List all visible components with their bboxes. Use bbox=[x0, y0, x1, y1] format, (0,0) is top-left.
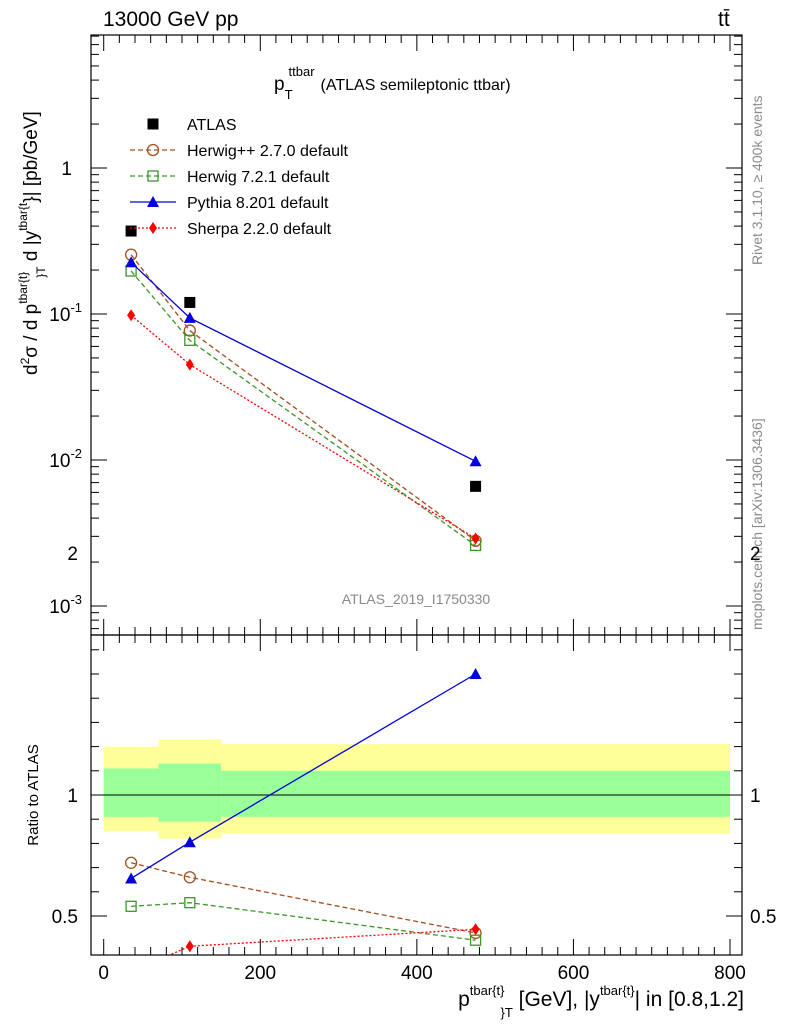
ratio-point-sherpa bbox=[471, 923, 480, 936]
ratio-line-herwig7 bbox=[131, 902, 476, 941]
x-label-sub: } bbox=[500, 1005, 505, 1020]
legend-label-sherpa: Sherpa 2.2.0 default bbox=[187, 221, 332, 238]
x-tick-label: 200 bbox=[244, 963, 276, 984]
legend-label-herwig7: Herwig 7.2.1 default bbox=[187, 169, 330, 186]
legend-marker-atlas bbox=[147, 118, 159, 130]
x-label-sup1: tbar{t} bbox=[470, 983, 505, 998]
ratio-point-pythia bbox=[183, 836, 196, 848]
ratio-point-pythia bbox=[125, 872, 138, 884]
main-y-label-mid: d |y bbox=[21, 230, 42, 266]
energy-label: 13000 GeV pp bbox=[103, 8, 238, 31]
ratio-point-herwig7 bbox=[125, 900, 137, 912]
mcplots-label: mcplots.cern.ch [arXiv:1306.3436] bbox=[749, 418, 765, 630]
main-y-label-end: }| [pb/GeV] bbox=[21, 111, 42, 203]
ratio-y-tick-label-right: 0.5 bbox=[750, 907, 776, 928]
tick-label-base: 10 bbox=[49, 305, 70, 326]
series-line-sherpa bbox=[130, 314, 476, 540]
data-point-herwigpp bbox=[183, 324, 196, 337]
ratio-y-tick-label-right: 2 bbox=[750, 544, 761, 565]
tick-label-base: 1 bbox=[61, 159, 72, 180]
tick-label-exponent: -1 bbox=[70, 300, 82, 315]
series-line-herwigpp bbox=[130, 254, 476, 542]
plot-title-rest: (ATLAS semileptonic ttbar) bbox=[321, 77, 511, 94]
legend: ATLAS Herwig++ 2.7.0 default Herwig 7.2.1 … bbox=[130, 117, 349, 238]
tick-label-base: 10 bbox=[49, 597, 70, 618]
main-y-label-sub: } bbox=[34, 274, 48, 278]
series-line-pythia bbox=[130, 261, 476, 462]
data-point-atlas bbox=[184, 296, 196, 308]
x-label-sup2: tbar{t} bbox=[600, 983, 635, 998]
legend-marker-pythia bbox=[147, 196, 159, 207]
x-tick-label: 400 bbox=[401, 963, 433, 984]
rivet-label: Rivet 3.1.10, ≥ 400k events bbox=[749, 95, 765, 265]
plot-title-sub: T bbox=[285, 87, 293, 102]
analysis-watermark: ATLAS_2019_I1750330 bbox=[342, 591, 491, 607]
ratio-y-tick-label-right: 1 bbox=[750, 786, 761, 807]
ratio-y-tick-label-left: 0.5 bbox=[52, 907, 78, 928]
tick-label-base: 10 bbox=[49, 451, 70, 472]
main-y-tick-label: 10-3 bbox=[49, 592, 82, 618]
x-label-mid: [GeV], |y bbox=[513, 988, 601, 1011]
ratio-point-sherpa bbox=[185, 940, 194, 953]
x-label-p: p bbox=[458, 988, 470, 1011]
legend-marker-herwig7 bbox=[147, 170, 159, 182]
process-label: tt̄ bbox=[718, 8, 730, 31]
main-y-label-sigma: σ / d p bbox=[21, 304, 42, 358]
main-y-label-sup2: 2 bbox=[18, 357, 32, 364]
main-y-axis-label: d2σ / d ptbar{t}}T d |ytbar{t}| [pb/GeV] bbox=[16, 111, 48, 375]
main-y-tick-label: 10-1 bbox=[49, 300, 82, 326]
ratio-band-inner bbox=[158, 763, 222, 822]
data-point-pythia bbox=[469, 455, 482, 467]
plot-title: pTttbar (ATLAS semileptonic ttbar) bbox=[274, 64, 511, 102]
ratio-y-tick-label-left: 1 bbox=[67, 786, 78, 807]
ratio-band-inner bbox=[221, 770, 730, 817]
plot-title-main: p bbox=[274, 74, 285, 95]
main-y-label-subT: T bbox=[34, 266, 48, 274]
x-label-end: | in [0.8,1.2] bbox=[635, 988, 744, 1011]
data-point-sherpa bbox=[471, 532, 480, 545]
main-y-label-sup1: tbar{t} bbox=[16, 272, 30, 304]
legend-marker-herwigpp bbox=[146, 143, 160, 157]
x-tick-label: 600 bbox=[558, 963, 590, 984]
series-line-herwig7 bbox=[130, 270, 476, 546]
main-y-label-sup3: tbar{t bbox=[16, 202, 30, 231]
legend-label-pythia: Pythia 8.201 default bbox=[187, 195, 329, 212]
tick-label-exponent: -2 bbox=[70, 446, 82, 461]
legend-label-herwigpp: Herwig++ 2.7.0 default bbox=[187, 143, 349, 160]
main-y-tick-label: 1 bbox=[61, 159, 72, 180]
ratio-point-herwigpp bbox=[124, 856, 138, 869]
ratio-band-inner bbox=[103, 768, 159, 817]
plot-title-sup: ttbar bbox=[289, 64, 316, 79]
main-series-group bbox=[124, 225, 482, 552]
ratio-y-tick-label-left: 2 bbox=[67, 544, 78, 565]
ratio-point-herwig7 bbox=[184, 897, 196, 909]
main-y-label-d: d bbox=[21, 364, 42, 375]
data-point-atlas bbox=[470, 480, 482, 492]
ratio-series-group bbox=[124, 668, 482, 978]
data-point-pythia bbox=[183, 311, 196, 323]
data-point-sherpa bbox=[127, 309, 136, 322]
x-tick-label: 0 bbox=[98, 963, 109, 984]
legend-label-atlas: ATLAS bbox=[187, 117, 237, 134]
legend-marker-sherpa bbox=[149, 222, 157, 234]
data-point-pythia bbox=[125, 256, 138, 268]
x-tick-label: 800 bbox=[714, 963, 746, 984]
x-label-subT: T bbox=[505, 1005, 513, 1020]
ratio-point-pythia bbox=[469, 668, 482, 679]
ratio-y-axis-label: Ratio to ATLAS bbox=[25, 744, 42, 845]
x-axis-label: ptbar{t}}T [GeV], |ytbar{t}| in [0.8,1.2… bbox=[458, 983, 744, 1020]
data-point-sherpa bbox=[185, 358, 194, 371]
ratio-point-sherpa bbox=[127, 966, 135, 978]
tick-label-exponent: -3 bbox=[70, 592, 82, 607]
ratio-line-herwigpp bbox=[130, 862, 476, 934]
ratio-point-herwigpp bbox=[183, 871, 196, 884]
data-point-herwig7 bbox=[184, 334, 196, 346]
data-point-atlas bbox=[125, 225, 137, 237]
ratio-bands bbox=[103, 739, 730, 839]
main-y-tick-label: 10-2 bbox=[49, 446, 82, 472]
